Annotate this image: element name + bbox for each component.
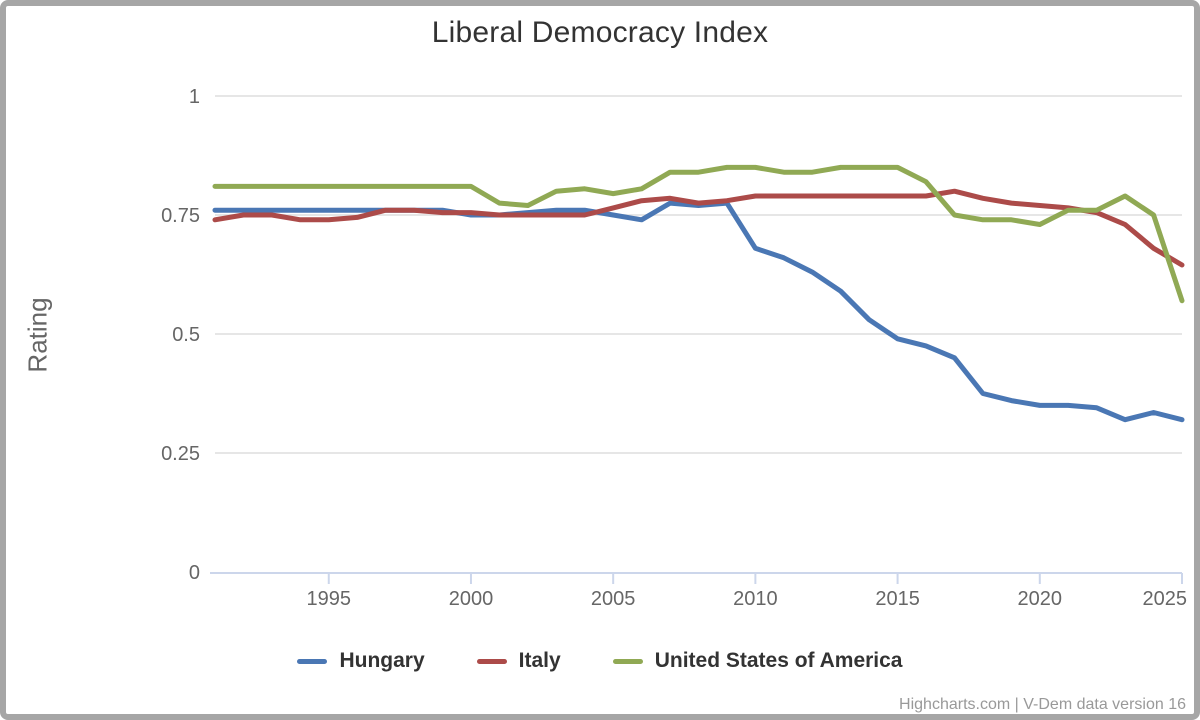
x-tick-label: 2010 — [733, 588, 778, 610]
x-tick-label: 2025 — [1143, 588, 1188, 610]
series-line-united-states-of-america[interactable] — [212, 164, 1185, 304]
y-tick-label: 0 — [189, 562, 200, 584]
legend-item-hungary[interactable]: Hungary — [297, 649, 425, 673]
credits-link[interactable]: Highcharts.com | V-Dem data version 16 — [899, 696, 1186, 713]
x-tick-label: 2020 — [1018, 588, 1063, 610]
legend-label-usa: United States of America — [654, 649, 903, 672]
y-tick-label: 0.5 — [172, 324, 200, 346]
series-line-hungary[interactable] — [212, 200, 1185, 423]
legend-item-italy[interactable]: Italy — [476, 649, 561, 673]
legend-item-usa[interactable]: United States of America — [612, 649, 903, 673]
chart-title: Liberal Democracy Index — [431, 16, 769, 49]
series-line-italy[interactable] — [212, 188, 1185, 268]
y-axis-title: Rating — [22, 297, 53, 373]
x-tick-label: 1995 — [307, 588, 352, 610]
legend-label-hungary: Hungary — [339, 649, 425, 672]
x-tick-label: 2015 — [875, 588, 920, 610]
x-tick-label: 2005 — [591, 588, 636, 610]
legend: Hungary Italy United States of America — [0, 649, 1200, 673]
legend-marker-hungary-icon — [297, 658, 328, 664]
y-tick-label: 0.75 — [161, 205, 200, 227]
y-tick-label: 1 — [189, 86, 200, 108]
legend-marker-usa-icon — [612, 658, 643, 664]
legend-label-italy: Italy — [518, 649, 561, 672]
y-tick-label: 0.25 — [161, 443, 200, 465]
x-tick-label: 2000 — [449, 588, 494, 610]
legend-marker-italy-icon — [476, 658, 507, 664]
